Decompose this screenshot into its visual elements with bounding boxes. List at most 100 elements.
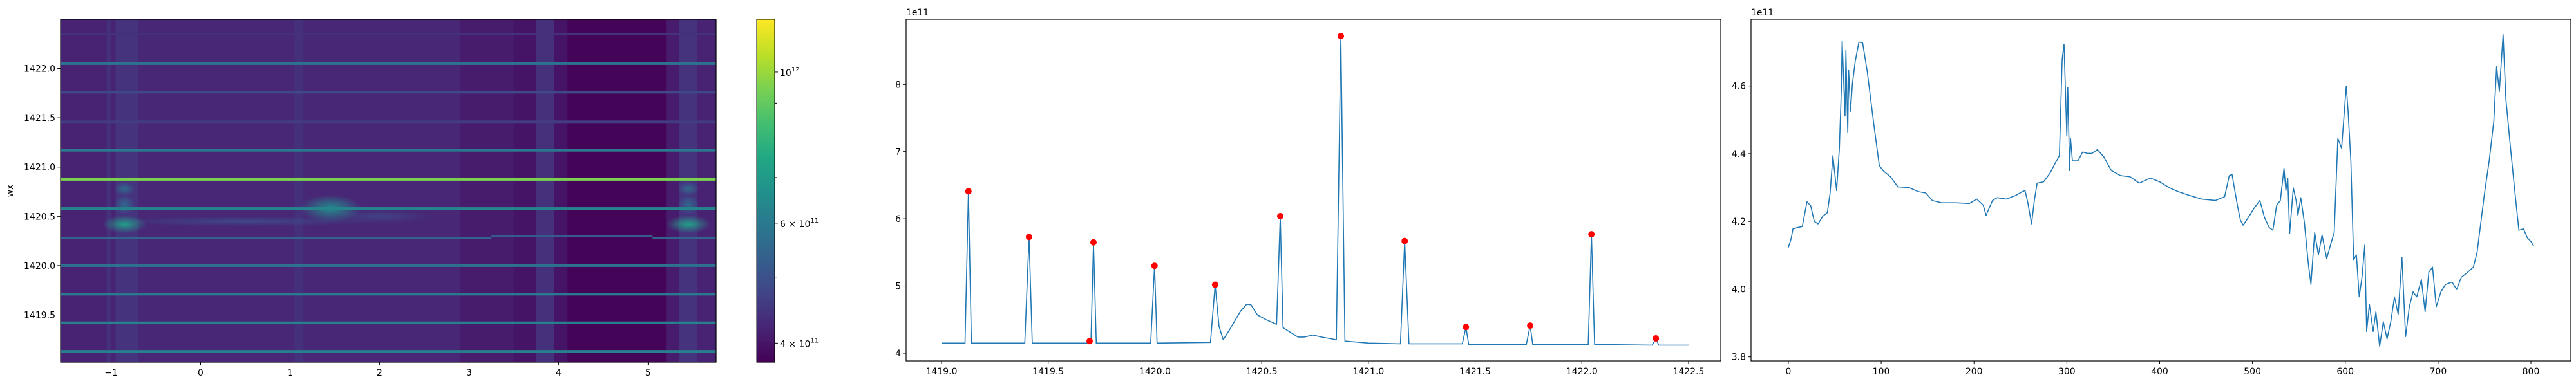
colorbar-swatch (757, 28, 775, 32)
colorbar-swatch (757, 24, 775, 28)
colorbar-swatch (757, 244, 775, 248)
heatmap-spectral-line (61, 32, 716, 35)
colorbar-swatch (757, 262, 775, 266)
heatmap-column (666, 19, 680, 362)
y-tick-label: 1419.5 (24, 310, 55, 320)
colorbar-swatch (757, 305, 775, 309)
colorbar-swatch (757, 107, 775, 111)
colorbar-swatch (757, 182, 775, 186)
spectrum-peaks-panel: 1419.0 1419.5 1420.0 1420.5 1421.0 1421.5 1422… (895, 8, 1721, 377)
peak-marker (1090, 239, 1097, 246)
colorbar-swatch (757, 216, 775, 220)
colorbar-swatch (757, 313, 775, 317)
x-tick-label: 3 (466, 368, 472, 378)
colorbar-swatch (757, 339, 775, 343)
colorbar-swatch (757, 270, 775, 274)
peak-marker (1276, 212, 1283, 219)
heatmap-spectral-line (61, 62, 716, 65)
colorbar-swatch (757, 153, 775, 157)
x-tick-label: 400 (2151, 367, 2168, 377)
colorbar-swatch (757, 193, 775, 197)
x-tick-label: 5 (645, 368, 651, 378)
x-tick-label: 800 (2523, 367, 2540, 377)
axes-frame (905, 19, 1721, 362)
colorbar-swatch (757, 253, 775, 257)
colorbar-swatch (757, 228, 775, 232)
colorbar-tick-mantissa: 10 (780, 68, 791, 78)
colorbar-swatch (757, 70, 775, 74)
colorbar-swatch (757, 290, 775, 294)
colorbar-tick-mantissa: 4 × 10 (780, 339, 810, 349)
x-tick-label: 500 (2244, 367, 2261, 377)
colorbar-swatch (757, 353, 775, 357)
colorbar-swatch (757, 156, 775, 160)
colorbar-swatch (757, 59, 775, 63)
colorbar-swatch (757, 125, 775, 129)
colorbar-swatch (757, 256, 775, 260)
x-tick-label: 2 (377, 368, 383, 378)
colorbar-swatch (757, 36, 775, 40)
colorbar-swatch (757, 131, 775, 134)
colorbar-swatch (757, 68, 775, 71)
heatmap-column (513, 19, 537, 362)
colorbar-swatch (757, 236, 775, 240)
heatmap-spectral-line (61, 149, 716, 152)
colorbar-swatch (757, 136, 775, 140)
heatmap-spectral-line (61, 264, 716, 267)
heatmap-blob (102, 215, 147, 234)
heatmap-spectral-line (61, 91, 716, 94)
heatmap-blob (677, 194, 699, 215)
heatmap-spectral-line (61, 350, 716, 353)
x-tick-label: 1 (287, 368, 293, 378)
colorbar-swatch (757, 102, 775, 106)
heatmap-column (61, 19, 108, 362)
y-tick-label: 4 (895, 349, 901, 359)
colorbar-swatch (757, 56, 775, 60)
colorbar-swatch (757, 39, 775, 43)
colorbar-swatch (757, 336, 775, 340)
colorbar-swatch (757, 30, 775, 34)
heatmap-spectral-line (61, 207, 716, 210)
colorbar-tick-label: 6 × 1011 (780, 217, 819, 230)
colorbar-swatch (757, 33, 775, 37)
y-tick-label: 1422.0 (24, 64, 55, 75)
colorbar-swatch (757, 62, 775, 66)
peak-marker (1527, 322, 1534, 329)
colorbar-swatch (757, 48, 775, 51)
x-tick-label: 200 (1965, 367, 1983, 377)
colorbar-swatch (757, 151, 775, 154)
colorbar-swatch (757, 248, 775, 252)
colorbar-swatch (757, 85, 775, 89)
colorbar-swatch (757, 268, 775, 271)
colorbar-swatch (757, 170, 775, 174)
colorbar-swatch (757, 356, 775, 360)
colorbar-swatch (757, 285, 775, 289)
heatmap-column (536, 19, 554, 362)
colorbar-tick-label: 1012 (780, 66, 800, 78)
colorbar-swatch (757, 239, 775, 243)
y-tick-label: 4.0 (1732, 284, 1746, 295)
colorbar-swatch (757, 53, 775, 57)
colorbar-swatch (757, 250, 775, 254)
colorbar-swatch (757, 142, 775, 146)
colorbar-swatch (757, 50, 775, 54)
heatmap-spectral-line (652, 237, 716, 240)
x-tick-label: 1422.5 (1672, 367, 1704, 377)
colorbar-swatch (757, 87, 775, 91)
colorbar-swatch (757, 242, 775, 246)
colorbar-swatch (757, 331, 775, 335)
heatmap-spectral-line (61, 178, 716, 181)
y-axis-label: wx (5, 185, 15, 198)
colorbar-swatch (757, 22, 775, 26)
colorbar-swatch (757, 82, 775, 86)
colorbar-swatch (757, 202, 775, 206)
peak-marker (1653, 335, 1660, 342)
colorbar-tick-label: 4 × 1011 (780, 337, 819, 349)
colorbar-swatch (757, 316, 775, 320)
x-tick-label: 0 (1785, 367, 1791, 377)
heatmap-blob (113, 194, 136, 215)
colorbar-swatch (757, 105, 775, 109)
colorbar-swatch (757, 199, 775, 203)
y-tick-label: 4.2 (1732, 217, 1746, 227)
